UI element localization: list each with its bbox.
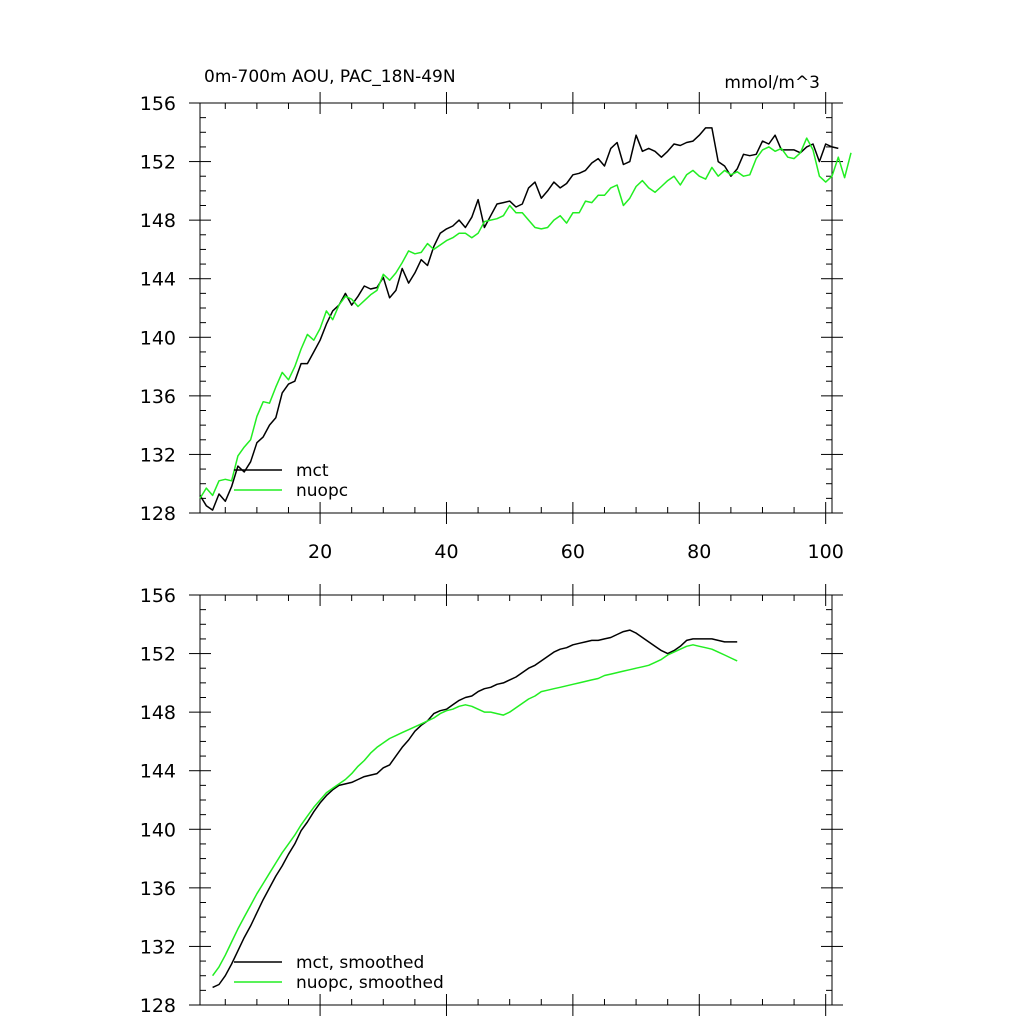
bottom-panel: 128 132 136 140 144 148 152 156 mct, smoothed n… — [140, 584, 843, 1017]
bottom-legend: mct, smoothed nuopc, smoothed — [234, 953, 444, 993]
top-axis-ticks — [189, 92, 843, 524]
top-series-group — [199, 127, 852, 511]
top-y-tick-label: 140 — [140, 327, 176, 349]
units-label: mmol/m^3 — [724, 73, 820, 93]
top-y-tick-label: 148 — [140, 210, 176, 232]
top-y-tick-label: 144 — [140, 269, 176, 291]
legend-label-mct-smoothed: mct, smoothed — [296, 953, 424, 973]
top-legend: mct nuopc — [234, 461, 348, 501]
bottom-y-tick-label: 148 — [140, 702, 176, 724]
series-line-nuopc-smoothed — [211, 644, 738, 977]
top-y-tick-label: 136 — [140, 386, 176, 408]
legend-label-nuopc-smoothed: nuopc, smoothed — [296, 973, 444, 993]
top-y-tick-label: 128 — [140, 503, 176, 525]
legend-label-mct: mct — [296, 461, 329, 481]
top-x-tick-label: 60 — [561, 541, 585, 563]
top-y-tick-label: 156 — [140, 93, 176, 115]
series-line-nuopc — [199, 137, 852, 499]
top-x-tick-labels: 20 40 60 80 100 — [308, 541, 844, 563]
bottom-y-tick-label: 144 — [140, 761, 176, 783]
top-y-tick-labels: 128 132 136 140 144 148 152 156 — [140, 93, 176, 525]
bottom-series-group — [211, 629, 738, 989]
top-y-tick-label: 132 — [140, 444, 176, 466]
bottom-y-tick-label: 128 — [140, 995, 176, 1017]
bottom-y-tick-label: 132 — [140, 936, 176, 958]
legend-label-nuopc: nuopc — [296, 481, 348, 501]
top-x-tick-label: 80 — [687, 541, 711, 563]
bottom-y-tick-label: 140 — [140, 819, 176, 841]
chart-title: 0m-700m AOU, PAC_18N-49N — [204, 67, 456, 87]
top-x-tick-label: 40 — [434, 541, 458, 563]
top-y-tick-label: 152 — [140, 152, 176, 174]
bottom-plot-frame — [199, 594, 833, 1006]
series-line-mct-smoothed — [212, 629, 738, 989]
top-panel: 0m-700m AOU, PAC_18N-49N mmol/m^3 128 132… — [140, 67, 852, 563]
top-plot-frame — [199, 102, 833, 514]
bottom-y-tick-label: 156 — [140, 585, 176, 607]
series-line-mct — [199, 127, 839, 511]
bottom-y-tick-label: 136 — [140, 878, 176, 900]
bottom-y-tick-labels: 128 132 136 140 144 148 152 156 — [140, 585, 176, 1017]
bottom-y-tick-label: 152 — [140, 644, 176, 666]
top-x-tick-label: 20 — [308, 541, 332, 563]
top-x-tick-label: 100 — [808, 541, 844, 563]
bottom-axis-ticks — [189, 584, 843, 1016]
